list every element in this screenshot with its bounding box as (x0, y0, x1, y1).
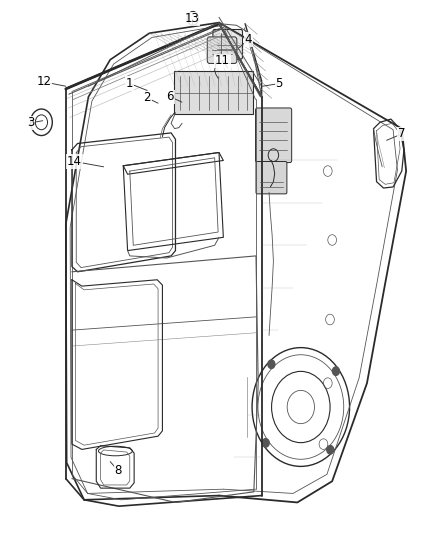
Text: 8: 8 (114, 464, 122, 477)
Text: 5: 5 (276, 77, 283, 90)
FancyBboxPatch shape (256, 161, 287, 194)
Text: 1: 1 (126, 77, 134, 90)
FancyBboxPatch shape (174, 71, 253, 114)
Text: 12: 12 (36, 76, 52, 88)
Text: 2: 2 (143, 91, 151, 104)
Text: 6: 6 (166, 90, 174, 103)
Text: 4: 4 (245, 33, 252, 46)
FancyBboxPatch shape (255, 108, 292, 163)
Text: 11: 11 (215, 54, 230, 67)
Text: 13: 13 (184, 12, 199, 26)
Circle shape (332, 367, 339, 375)
FancyBboxPatch shape (213, 29, 243, 59)
Circle shape (327, 446, 334, 454)
Text: 7: 7 (398, 127, 406, 140)
Text: 3: 3 (27, 116, 35, 130)
FancyBboxPatch shape (207, 37, 237, 63)
Text: 14: 14 (67, 155, 82, 168)
Circle shape (262, 439, 269, 447)
Circle shape (268, 360, 275, 368)
